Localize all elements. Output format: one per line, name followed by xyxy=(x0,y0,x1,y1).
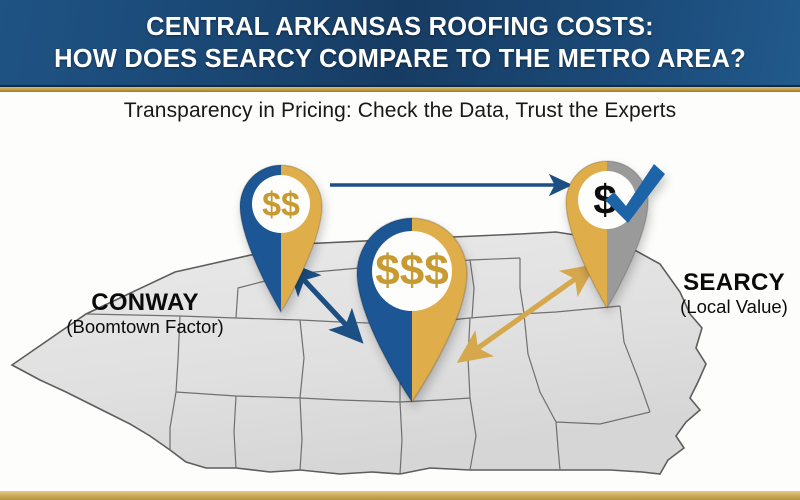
map-stage: $$ $ xyxy=(0,92,800,500)
city-descriptor-conway: (Boomtown Factor) xyxy=(66,316,224,338)
city-descriptor-searcy: (Local Value) xyxy=(680,296,788,318)
arrow-conway-little-rock xyxy=(286,261,364,344)
pin-cost-symbol-conway: $$ xyxy=(262,186,300,224)
pin-inner-disc xyxy=(372,231,452,311)
map-pin-conway[interactable]: $$ xyxy=(0,92,800,491)
arrow-little-rock-searcy xyxy=(456,263,597,364)
subtitle: Transparency in Pricing: Check the Data,… xyxy=(123,99,677,122)
header-banner: CENTRAL ARKANSAS ROOFING COSTS: HOW DOES… xyxy=(0,0,800,87)
pin-cost-symbol-searcy: $ xyxy=(593,176,616,223)
map-pin-little-rock[interactable]: $$$ xyxy=(0,92,800,491)
pin-cost-symbol-little-rock: $$$ xyxy=(375,246,448,295)
city-name-conway: CONWAY xyxy=(91,289,199,316)
gold-divider-top xyxy=(0,87,800,92)
city-label-searcy: SEARCY (Local Value) xyxy=(668,270,800,317)
pin-inner-disc xyxy=(252,175,310,233)
city-label-conway: CONWAY (Boomtown Factor) xyxy=(35,290,255,337)
gold-divider-bottom xyxy=(0,491,800,500)
connector-arrows xyxy=(286,173,597,364)
map-pin-searcy[interactable]: $ xyxy=(0,92,800,491)
page-title: CENTRAL ARKANSAS ROOFING COSTS: HOW DOES… xyxy=(54,13,746,73)
city-name-searcy: SEARCY xyxy=(683,269,785,296)
check-icon xyxy=(605,164,665,223)
